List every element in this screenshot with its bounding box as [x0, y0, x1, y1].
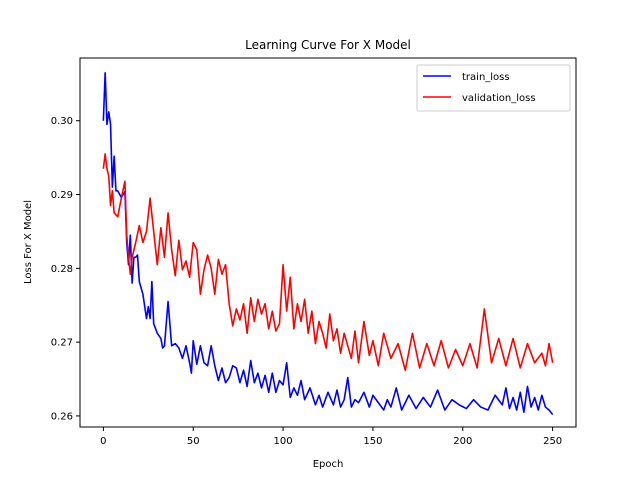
y-tick-label: 0.28 — [51, 264, 73, 275]
x-tick-label: 250 — [543, 436, 562, 447]
x-axis-ticks: 0 50 100 150 200 250 — [100, 427, 562, 447]
y-tick-label: 0.30 — [51, 116, 73, 127]
x-tick-label: 0 — [100, 436, 106, 447]
y-tick-label: 0.27 — [51, 338, 73, 349]
plot-series — [102, 71, 554, 415]
legend: train_loss validation_loss — [416, 64, 571, 112]
series-line-validation-loss — [102, 153, 554, 371]
legend-label-validation-loss: validation_loss — [462, 93, 536, 104]
x-tick-label: 200 — [453, 436, 472, 447]
x-axis-label: Epoch — [313, 459, 344, 470]
chart-title: Learning Curve For X Model — [245, 38, 411, 52]
series-line-train-loss — [102, 71, 554, 415]
y-axis-label: Loss For X Model — [23, 200, 34, 284]
legend-label-train-loss: train_loss — [462, 72, 510, 83]
legend-box — [416, 64, 571, 112]
x-tick-label: 50 — [187, 436, 200, 447]
plot-frame — [79, 57, 577, 428]
y-tick-label: 0.26 — [51, 411, 73, 422]
y-axis-ticks: 0.26 0.27 0.28 0.29 0.30 — [51, 116, 80, 422]
x-tick-label: 100 — [274, 436, 293, 447]
y-tick-label: 0.29 — [51, 190, 73, 201]
x-tick-label: 150 — [363, 436, 382, 447]
